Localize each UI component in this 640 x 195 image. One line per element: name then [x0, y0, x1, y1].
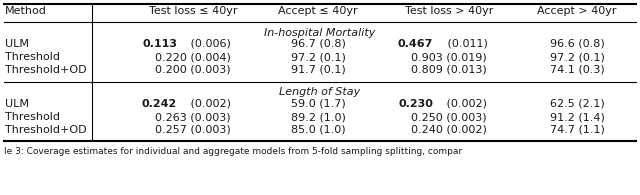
Text: 0.240 (0.002): 0.240 (0.002) — [411, 125, 487, 135]
Text: Threshold: Threshold — [5, 112, 60, 122]
Text: 91.7 (0.1): 91.7 (0.1) — [291, 65, 346, 75]
Text: 59.0 (1.7): 59.0 (1.7) — [291, 99, 346, 109]
Text: 0.242: 0.242 — [142, 99, 177, 109]
Text: (0.006): (0.006) — [188, 39, 231, 49]
Text: (0.011): (0.011) — [444, 39, 488, 49]
Text: le 3: Coverage estimates for individual and aggregate models from 5-fold samplin: le 3: Coverage estimates for individual … — [4, 146, 462, 155]
Text: 74.7 (1.1): 74.7 (1.1) — [550, 125, 604, 135]
Text: Test loss > 40yr: Test loss > 40yr — [405, 6, 493, 16]
Text: 0.809 (0.013): 0.809 (0.013) — [411, 65, 487, 75]
Text: 62.5 (2.1): 62.5 (2.1) — [550, 99, 604, 109]
Text: Threshold: Threshold — [5, 52, 60, 62]
Text: 89.2 (1.0): 89.2 (1.0) — [291, 112, 346, 122]
Text: 0.263 (0.003): 0.263 (0.003) — [155, 112, 231, 122]
Text: Accept ≤ 40yr: Accept ≤ 40yr — [278, 6, 358, 16]
Text: (0.002): (0.002) — [188, 99, 231, 109]
Text: 0.200 (0.003): 0.200 (0.003) — [155, 65, 231, 75]
Text: Threshold+OD: Threshold+OD — [5, 125, 86, 135]
Text: 0.250 (0.003): 0.250 (0.003) — [411, 112, 487, 122]
Text: (0.002): (0.002) — [443, 99, 487, 109]
Text: 0.230: 0.230 — [398, 99, 433, 109]
Text: 96.6 (0.8): 96.6 (0.8) — [550, 39, 604, 49]
Text: In-hospital Mortality: In-hospital Mortality — [264, 28, 376, 38]
Text: 0.257 (0.003): 0.257 (0.003) — [155, 125, 231, 135]
Text: Method: Method — [5, 6, 47, 16]
Text: 74.1 (0.3): 74.1 (0.3) — [550, 65, 604, 75]
Text: ULM: ULM — [5, 39, 29, 49]
Text: 97.2 (0.1): 97.2 (0.1) — [550, 52, 604, 62]
Text: 97.2 (0.1): 97.2 (0.1) — [291, 52, 346, 62]
Text: 0.467: 0.467 — [398, 39, 433, 49]
Text: 85.0 (1.0): 85.0 (1.0) — [291, 125, 346, 135]
Text: 0.113: 0.113 — [142, 39, 177, 49]
Text: Length of Stay: Length of Stay — [280, 87, 360, 97]
Text: 91.2 (1.4): 91.2 (1.4) — [550, 112, 604, 122]
Text: Accept > 40yr: Accept > 40yr — [537, 6, 617, 16]
Text: Test loss ≤ 40yr: Test loss ≤ 40yr — [148, 6, 237, 16]
Text: Threshold+OD: Threshold+OD — [5, 65, 86, 75]
Text: 0.220 (0.004): 0.220 (0.004) — [155, 52, 231, 62]
Text: 0.903 (0.019): 0.903 (0.019) — [411, 52, 487, 62]
Text: 96.7 (0.8): 96.7 (0.8) — [291, 39, 346, 49]
Text: ULM: ULM — [5, 99, 29, 109]
